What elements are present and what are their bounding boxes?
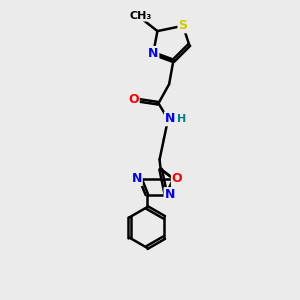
- Text: O: O: [172, 172, 182, 185]
- Text: N: N: [165, 188, 175, 201]
- Text: CH₃: CH₃: [129, 11, 152, 21]
- Text: N: N: [165, 112, 175, 125]
- Text: S: S: [178, 19, 188, 32]
- Text: N: N: [131, 172, 142, 185]
- Text: H: H: [177, 114, 187, 124]
- Text: N: N: [148, 47, 158, 60]
- Text: O: O: [128, 92, 139, 106]
